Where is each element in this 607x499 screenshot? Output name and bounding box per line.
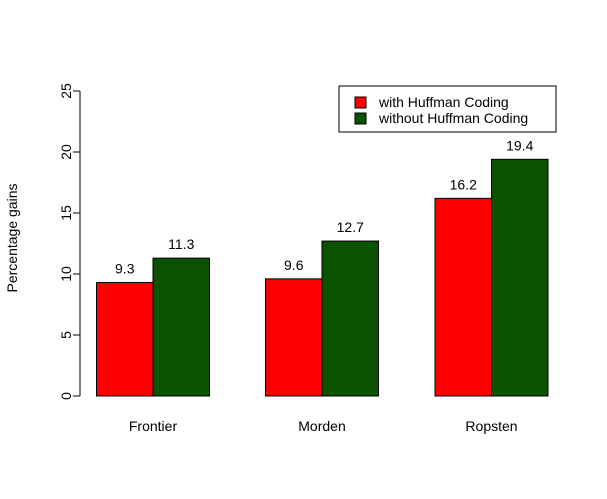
y-tick-label: 20: [58, 144, 74, 160]
x-tick-label: Ropsten: [465, 418, 517, 434]
bar: [265, 278, 323, 397]
bar: [96, 282, 154, 397]
y-tick-label: 10: [58, 266, 74, 282]
legend-swatch: [354, 112, 367, 125]
legend-box: [338, 85, 557, 133]
bar-value-label: 9.3: [115, 261, 135, 277]
bar-value-label: 12.7: [337, 219, 364, 235]
y-axis: 0 5 10 15 20 25: [58, 83, 81, 400]
legend-label: with Huffman Coding: [378, 94, 509, 110]
legend-swatch: [354, 96, 367, 109]
x-tick-label: Morden: [298, 418, 345, 434]
bars-group: [96, 158, 549, 397]
x-tick-label: Frontier: [129, 418, 178, 434]
bar: [152, 257, 210, 397]
bar: [491, 158, 549, 397]
bar-value-label: 9.6: [284, 257, 304, 273]
y-tick-label: 25: [58, 83, 74, 99]
x-axis-labels: Frontier Morden Ropsten: [129, 418, 518, 434]
y-tick-label: 0: [58, 392, 74, 400]
value-labels-group: 9.3 11.3 9.6 12.7 16.2 19.4: [115, 137, 534, 276]
bar-value-label: 16.2: [450, 176, 477, 192]
bar: [321, 240, 379, 397]
y-tick-label: 5: [58, 331, 74, 339]
y-axis-label: Percentage gains: [4, 184, 20, 293]
legend-label: without Huffman Coding: [378, 110, 528, 126]
bar-value-label: 19.4: [506, 137, 533, 153]
y-tick-label: 15: [58, 205, 74, 221]
bar: [434, 197, 492, 397]
bar-value-label: 11.3: [168, 236, 194, 252]
